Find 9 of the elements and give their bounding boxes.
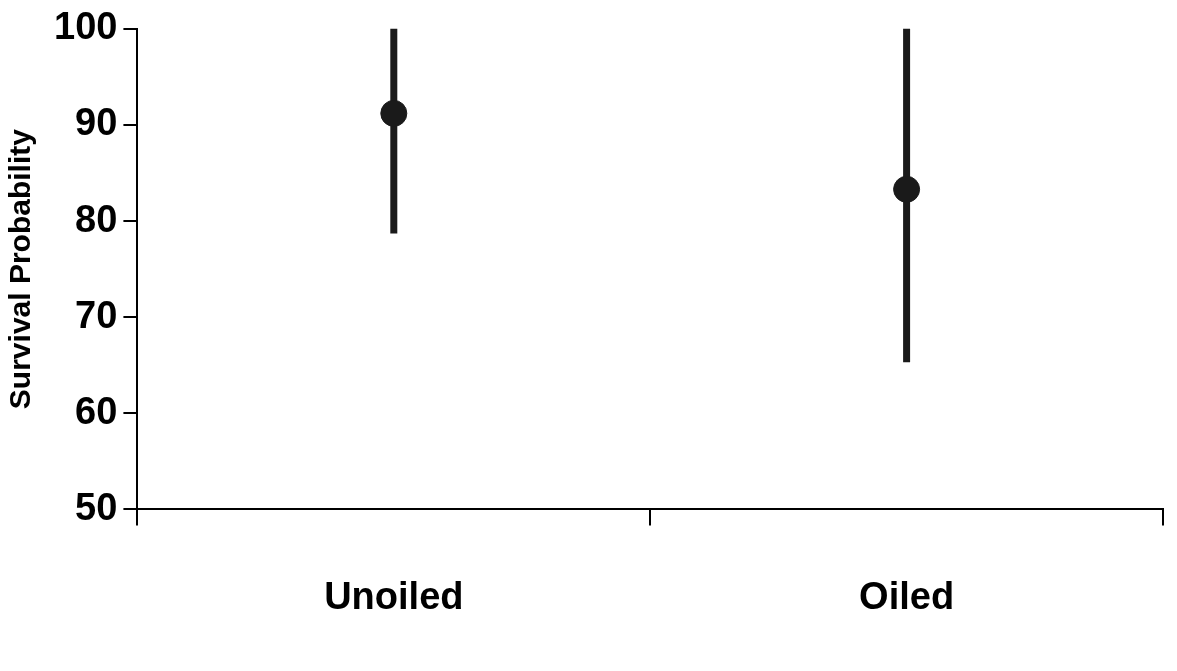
y-tick-label: 80 (75, 197, 118, 240)
y-tick-label: 50 (75, 485, 118, 528)
y-tick-label: 100 (54, 5, 118, 48)
y-tick-label: 70 (75, 293, 118, 336)
x-tick-label: Oiled (859, 574, 955, 617)
y-tick-label: 90 (75, 101, 118, 144)
y-tick-label: 60 (75, 389, 118, 432)
y-axis-title: Survival Probability (3, 128, 37, 410)
x-tick-label: Unoiled (324, 574, 464, 617)
